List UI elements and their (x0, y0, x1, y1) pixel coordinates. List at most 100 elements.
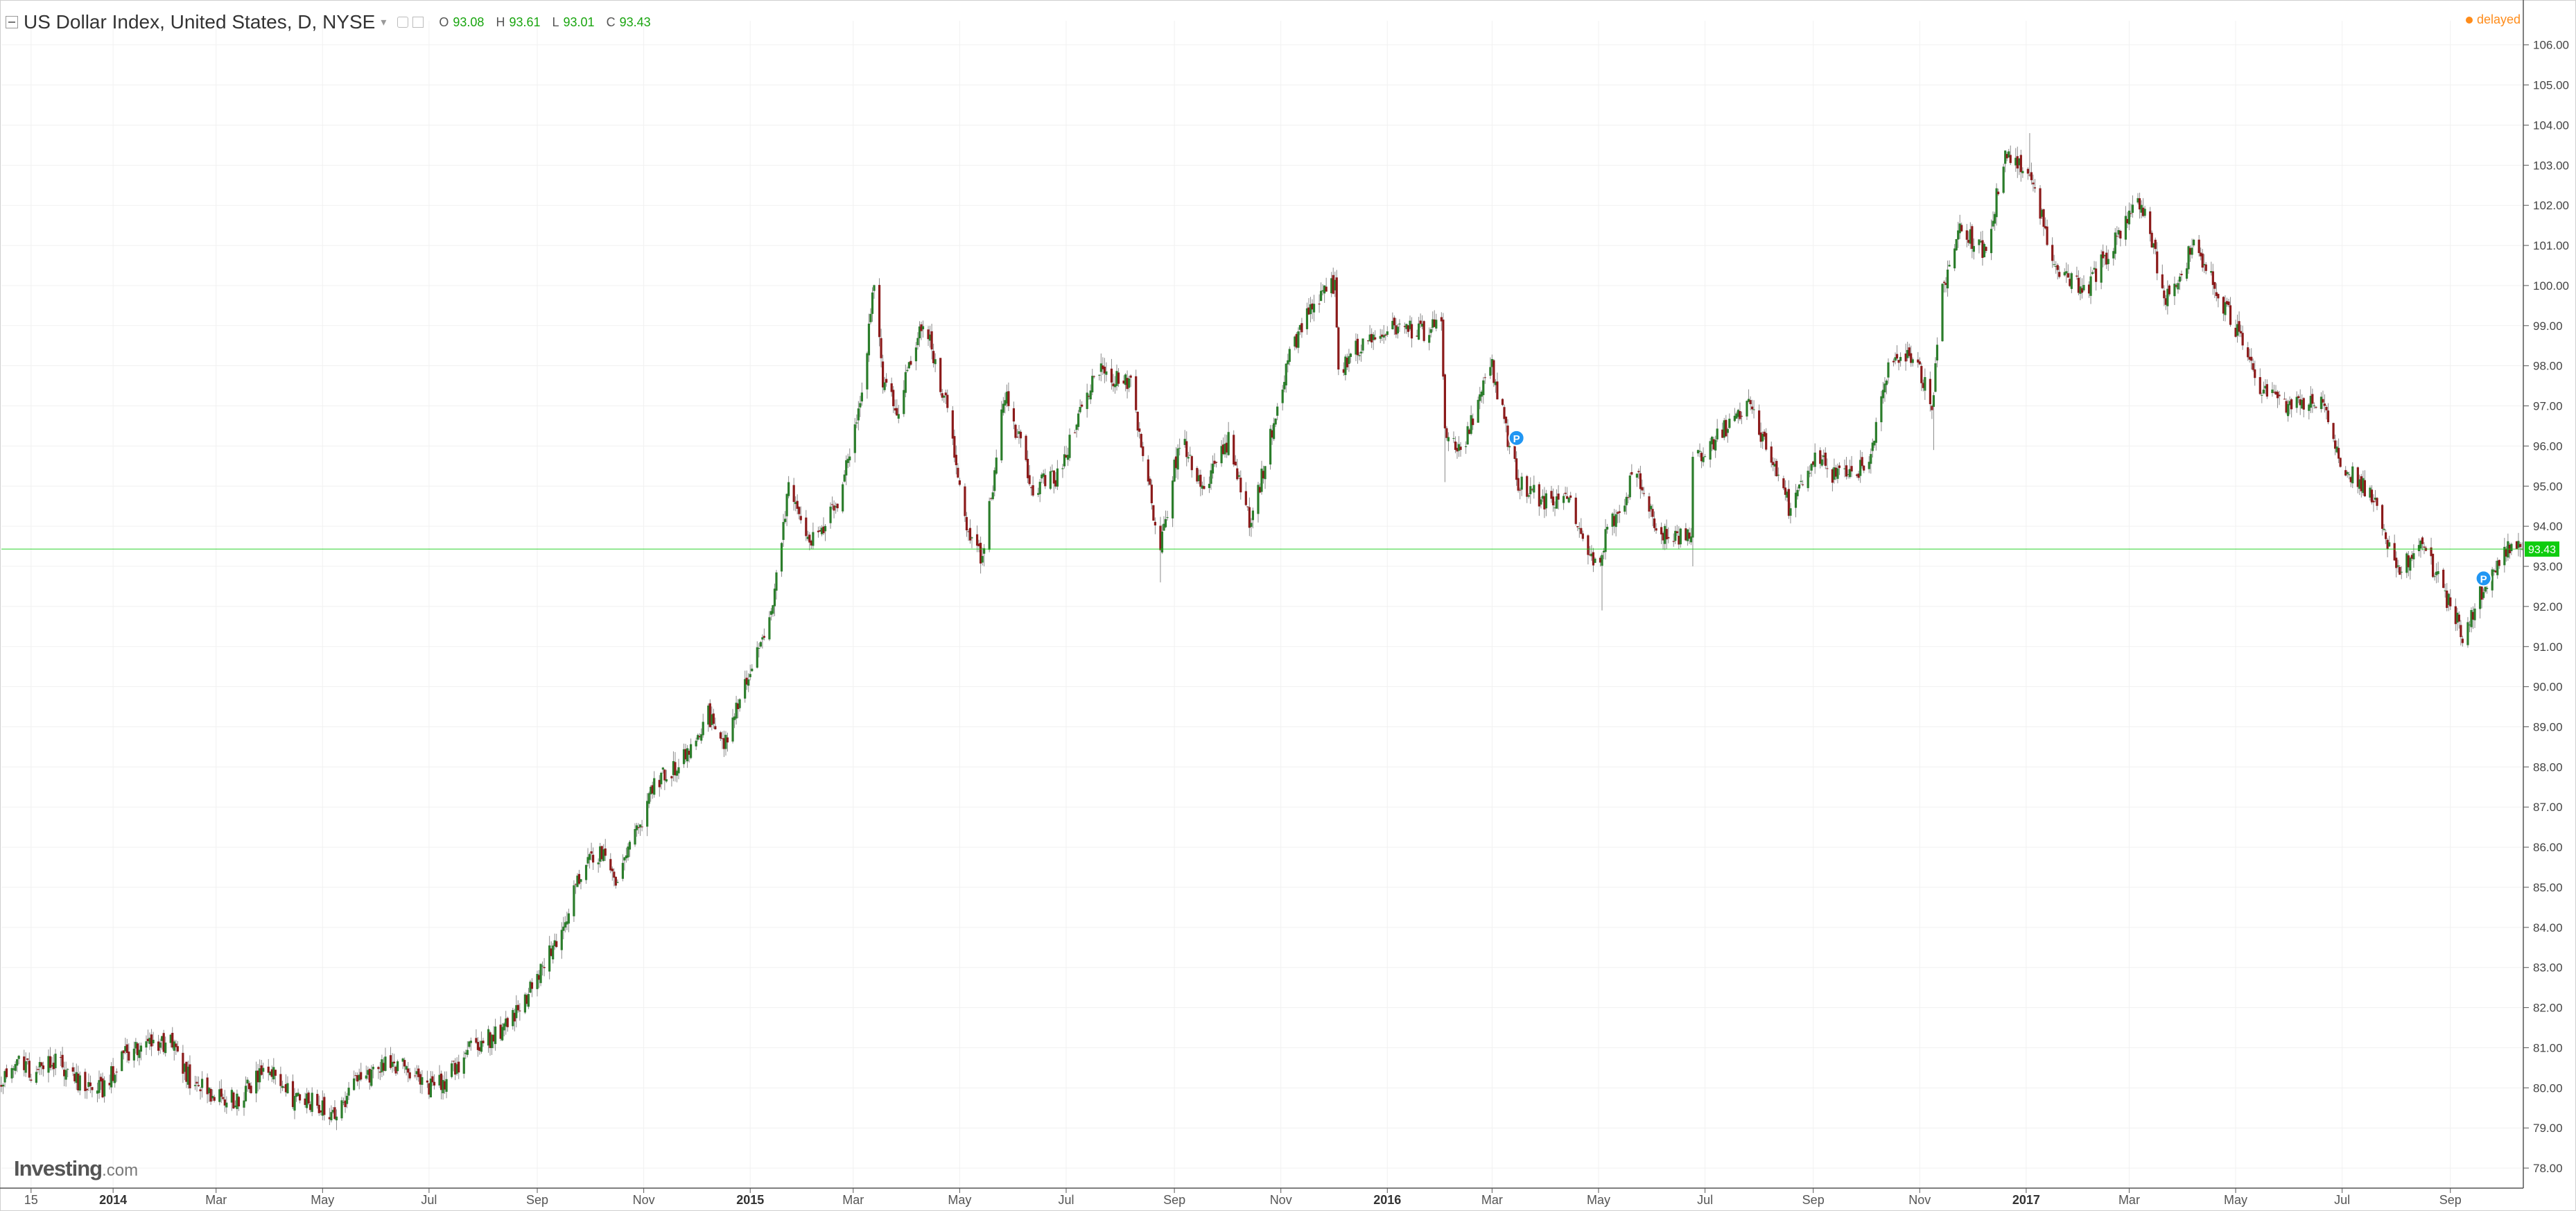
candle-body (914, 347, 918, 362)
candle-body (650, 787, 652, 794)
candle-body (2217, 294, 2220, 299)
candle-body (2138, 198, 2141, 210)
candle-body (1258, 487, 1262, 493)
candle-body (1496, 381, 1499, 400)
candle-body (67, 1069, 69, 1070)
candle-body (2323, 403, 2326, 406)
candle-body (1605, 527, 1609, 530)
x-tick-label: May (311, 1193, 334, 1207)
event-marker-icon[interactable] (1508, 429, 1525, 446)
event-marker-icon[interactable] (2475, 570, 2492, 587)
candle-body (2374, 497, 2377, 500)
candle-body (501, 1027, 504, 1040)
candle-body (2515, 541, 2518, 549)
x-tick-label: Nov (633, 1193, 655, 1207)
candle-body (1550, 491, 1553, 499)
candle-body (1782, 478, 1785, 489)
candle-body (442, 1079, 444, 1094)
candle-body (873, 285, 876, 291)
candle-body (1630, 472, 1633, 475)
candle-body (38, 1062, 41, 1068)
candle-body (367, 1070, 369, 1075)
candle-body (311, 1092, 313, 1113)
candle-body (354, 1075, 357, 1077)
candle-body (927, 329, 930, 340)
candle-body (309, 1104, 312, 1110)
candle-body (2482, 592, 2485, 598)
candle-body (756, 647, 758, 668)
candle-body (244, 1086, 247, 1101)
visibility-toggle-icon[interactable] (397, 17, 409, 28)
y-tick-label: 95.00 (2533, 480, 2563, 493)
last-price-label: 93.43 (2528, 544, 2556, 556)
candle-body (2051, 245, 2054, 261)
candle-body (426, 1080, 428, 1083)
candle-body (2423, 546, 2426, 548)
candle-body (1679, 528, 1682, 545)
candle-body (1147, 459, 1149, 482)
candle-body (368, 1069, 371, 1083)
y-tick-label: 84.00 (2533, 921, 2563, 934)
candle-body (2149, 211, 2152, 234)
candle-body (2393, 543, 2396, 561)
candle-body (335, 1116, 338, 1121)
candle-body (121, 1051, 123, 1072)
candle-body (763, 636, 765, 638)
candle-body (953, 436, 956, 458)
candle-body (2494, 570, 2497, 573)
candle-body (1942, 281, 1946, 284)
candle-body (550, 948, 552, 956)
candle-body (980, 543, 982, 564)
candle-body (602, 849, 605, 861)
x-tick-label: Jul (1058, 1193, 1074, 1207)
candle-body (1298, 324, 1301, 330)
candle-body (1405, 324, 1408, 329)
candle-body (1236, 468, 1239, 480)
candle-body (932, 351, 935, 363)
candle-body (1295, 333, 1298, 348)
candle-body (307, 1092, 310, 1104)
symbol-dropdown-caret-icon[interactable]: ▾ (381, 17, 387, 28)
candle-body (2271, 389, 2274, 393)
collapse-toggle-icon[interactable] (6, 16, 18, 28)
settings-icon[interactable] (412, 17, 424, 28)
candle-body (1110, 368, 1113, 383)
candle-body (321, 1100, 324, 1116)
candle-body (1447, 437, 1450, 442)
candle-body (2016, 156, 2019, 168)
candle-body (377, 1067, 380, 1070)
candle-body (1159, 525, 1162, 550)
candle-body (1637, 471, 1640, 473)
candle-body (2348, 474, 2351, 476)
candle-body (1477, 399, 1479, 423)
candle-body (1506, 425, 1509, 447)
candle-body (724, 735, 727, 749)
candle-body (2227, 302, 2230, 306)
candle-body (1725, 419, 1728, 437)
candle-body (234, 1105, 237, 1108)
candle-body (726, 737, 729, 743)
candle-body (775, 572, 778, 591)
candle-body (1871, 442, 1874, 451)
x-tick-label: 2015 (736, 1193, 764, 1207)
candle-body (164, 1043, 167, 1054)
candle-body (331, 1110, 335, 1113)
candle-body (2215, 292, 2218, 297)
investing-logo[interactable]: Investing.com (14, 1156, 138, 1181)
candle-body (1356, 338, 1359, 356)
candle-body (1932, 395, 1935, 407)
candle-body (1655, 528, 1657, 531)
candle-body (2299, 399, 2301, 406)
candle-body (1041, 474, 1043, 479)
candle-body (1784, 487, 1787, 495)
candle-body (1678, 535, 1680, 545)
candle-body (1920, 365, 1923, 383)
symbol-title[interactable]: US Dollar Index, United States, D, NYSE (24, 11, 376, 33)
candle-body (1294, 336, 1296, 347)
candle-body (2203, 263, 2206, 265)
candle-body (2339, 458, 2342, 467)
candle-body (139, 1045, 143, 1052)
candle-body (1513, 445, 1516, 460)
candle-body (2288, 401, 2291, 406)
